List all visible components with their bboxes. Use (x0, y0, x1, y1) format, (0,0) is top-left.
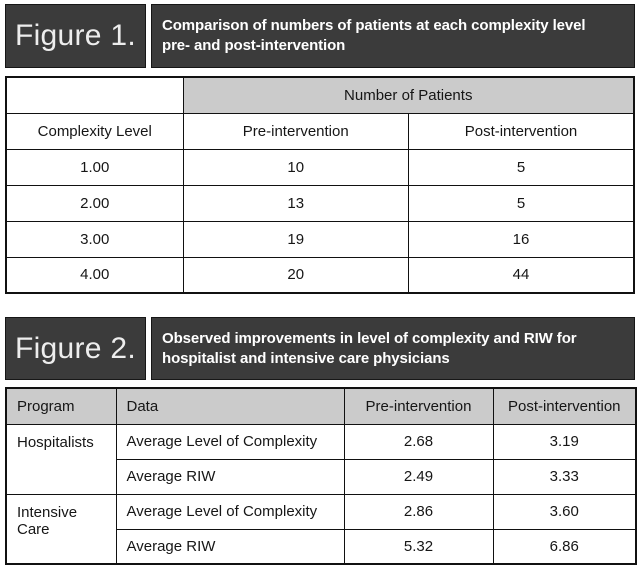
table-row: 4.00 20 44 (5, 256, 635, 294)
cell-pre: 2.68 (343, 423, 494, 460)
figure1-title: Comparison of numbers of patients at eac… (162, 17, 586, 54)
figure2-header: Figure 2. Observed improvements in level… (5, 317, 635, 380)
figure2-title-box: Observed improvements in level of comple… (151, 317, 635, 380)
figure2-label: Figure 2. (14, 331, 137, 365)
cell-level: 4.00 (5, 256, 184, 294)
cell-data: Average Level of Complexity (115, 493, 345, 530)
cell-pre: 10 (182, 148, 409, 186)
figure2-title: Observed improvements in level of comple… (162, 329, 577, 367)
cell-post: 5 (408, 184, 635, 222)
cell-post: 3.60 (492, 493, 637, 530)
cell-post: 3.19 (492, 423, 637, 460)
cell-level: 2.00 (5, 184, 184, 222)
cell-pre: 13 (182, 184, 409, 222)
figure1-table: Number of Patients Complexity Level Pre-… (5, 76, 635, 294)
figure1-header: Figure 1. Comparison of numbers of patie… (5, 4, 635, 68)
cell-data: Average RIW (115, 458, 345, 495)
group-header-number-of-patients: Number of Patients (182, 76, 635, 114)
figure2-table: Program Data Pre-intervention Post-inter… (5, 387, 637, 565)
column-header-post-intervention: Post-intervention (492, 387, 637, 425)
cell-pre: 2.86 (343, 493, 494, 530)
cell-post: 3.33 (492, 458, 637, 495)
table-row: Number of Patients (5, 76, 635, 114)
table-row: Average RIW 2.49 3.33 (6, 458, 637, 495)
column-header-post-intervention: Post-intervention (408, 112, 635, 150)
column-header-pre-intervention: Pre-intervention (182, 112, 409, 150)
table-row: Average RIW 5.32 6.86 (6, 528, 637, 565)
cell-program-hospitalists: Hospitalists (5, 423, 117, 495)
table-row: Intensive Care Average Level of Complexi… (5, 493, 637, 565)
table-row: 1.00 10 5 (5, 148, 635, 186)
figure2-label-box: Figure 2. (5, 317, 146, 380)
cell-post: 44 (408, 256, 635, 294)
empty-corner-cell (5, 76, 184, 114)
table-row: Complexity Level Pre-intervention Post-i… (5, 112, 635, 150)
cell-post: 5 (408, 148, 635, 186)
cell-data: Average RIW (115, 528, 345, 565)
cell-post: 6.86 (492, 528, 637, 565)
table-row: 2.00 13 5 (5, 184, 635, 222)
cell-pre: 2.49 (343, 458, 494, 495)
column-header-data: Data (115, 387, 345, 425)
figure1-title-box: Comparison of numbers of patients at eac… (151, 4, 635, 68)
figure1-label: Figure 1. (14, 19, 137, 52)
column-header-complexity-level: Complexity Level (5, 112, 184, 150)
cell-level: 1.00 (5, 148, 184, 186)
cell-post: 16 (408, 220, 635, 258)
figure1-label-box: Figure 1. (5, 4, 146, 68)
column-header-program: Program (5, 387, 117, 425)
cell-level: 3.00 (5, 220, 184, 258)
cell-data: Average Level of Complexity (115, 423, 345, 460)
cell-pre: 5.32 (343, 528, 494, 565)
table-row: 3.00 19 16 (5, 220, 635, 258)
table-header-row: Program Data Pre-intervention Post-inter… (5, 387, 637, 425)
cell-pre: 20 (182, 256, 409, 294)
cell-pre: 19 (182, 220, 409, 258)
column-header-pre-intervention: Pre-intervention (343, 387, 494, 425)
cell-program-intensive-care: Intensive Care (5, 493, 117, 565)
table-row: Hospitalists Average Level of Complexity… (5, 423, 637, 495)
